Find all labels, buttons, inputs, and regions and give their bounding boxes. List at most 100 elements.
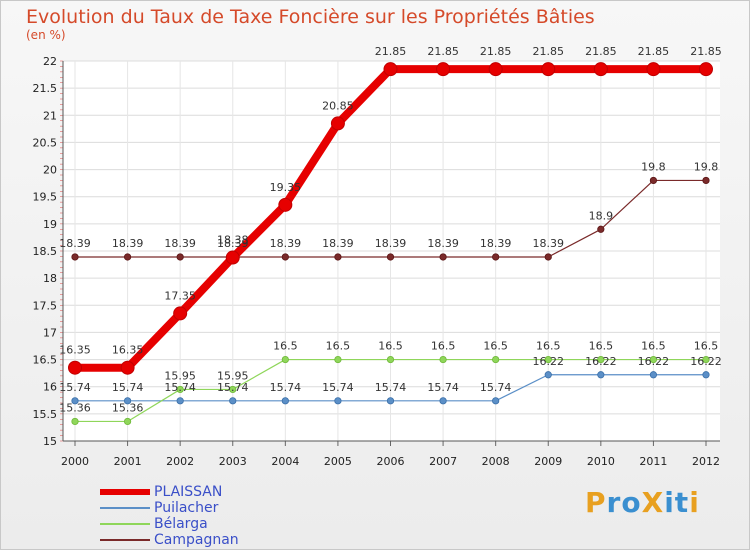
data-label-blarga: 15.36 (112, 401, 144, 414)
x-tick-label: 2001 (114, 455, 142, 468)
data-label-blarga: 16.5 (431, 340, 456, 353)
data-label-puilacher: 16.22 (638, 355, 670, 368)
data-label-campagnan: 19.8 (694, 160, 719, 173)
data-point-campagnan (386, 253, 395, 261)
data-point-campagnan (123, 253, 132, 261)
y-axis-unit: (en %) (26, 28, 66, 42)
data-label-campagnan: 18.39 (112, 237, 144, 250)
legend-swatch (100, 489, 150, 495)
y-tick-label: 17 (43, 326, 57, 339)
data-point-plaissan (330, 116, 345, 131)
data-label-puilacher: 15.74 (59, 381, 91, 394)
data-label-blarga: 16.5 (536, 340, 561, 353)
data-label-blarga: 16.5 (641, 340, 666, 353)
data-point-campagnan (544, 253, 552, 261)
legend-label: Puilacher (154, 500, 219, 516)
data-label-campagnan: 18.39 (217, 237, 249, 250)
data-label-puilacher: 15.74 (270, 381, 302, 394)
data-point-puilacher (281, 397, 289, 405)
x-tick-label: 2009 (534, 455, 562, 468)
data-point-puilacher (544, 371, 552, 379)
data-label-blarga: 15.36 (59, 401, 91, 414)
data-label-plaissan: 18.38 (217, 234, 249, 247)
data-point-blarga (229, 385, 237, 394)
data-point-campagnan (597, 225, 605, 233)
data-point-plaissan (436, 62, 451, 77)
data-point-campagnan (492, 253, 500, 261)
data-label-plaissan: 21.85 (585, 45, 617, 58)
x-tick-label: 2012 (692, 455, 720, 468)
data-label-plaissan: 20.85 (322, 99, 354, 112)
data-point-blarga (281, 355, 289, 364)
x-tick-label: 2008 (482, 455, 510, 468)
data-point-puilacher (439, 397, 447, 405)
x-tick-label: 2003 (219, 455, 247, 468)
data-point-campagnan (71, 253, 79, 261)
data-point-plaissan (646, 62, 661, 77)
data-label-campagnan: 18.39 (480, 237, 512, 250)
data-point-campagnan (334, 253, 342, 261)
data-label-puilacher: 15.74 (164, 381, 196, 394)
data-point-plaissan (173, 306, 188, 321)
data-label-campagnan: 18.39 (270, 237, 302, 250)
data-label-puilacher: 15.74 (375, 381, 407, 394)
data-point-plaissan (593, 62, 608, 77)
data-point-blarga (439, 355, 447, 364)
x-tick-label: 2006 (377, 455, 405, 468)
legend-swatch (100, 539, 150, 541)
y-tick-label: 20.5 (33, 136, 58, 149)
y-tick-label: 18.5 (33, 245, 58, 258)
data-label-puilacher: 15.74 (217, 381, 249, 394)
data-label-puilacher: 16.22 (585, 355, 617, 368)
data-label-campagnan: 18.39 (533, 237, 565, 250)
data-point-plaissan (541, 62, 556, 77)
data-point-blarga (386, 355, 395, 364)
data-label-plaissan: 21.85 (480, 45, 512, 58)
data-point-campagnan (176, 253, 184, 261)
y-tick-label: 21 (43, 109, 57, 122)
legend-label: Bélarga (154, 516, 208, 532)
data-point-blarga (544, 355, 552, 364)
data-point-blarga (334, 355, 342, 364)
x-tick-label: 2004 (271, 455, 299, 468)
y-tick-label: 22 (43, 55, 57, 68)
data-label-blarga: 15.95 (164, 369, 196, 382)
data-point-blarga (176, 385, 184, 394)
data-label-campagnan: 18.39 (59, 237, 91, 250)
y-tick-label: 18 (43, 272, 57, 285)
data-point-campagnan (439, 253, 447, 261)
data-point-campagnan (702, 176, 710, 185)
data-point-blarga (597, 355, 605, 364)
data-label-plaissan: 21.85 (690, 45, 722, 58)
data-label-puilacher: 16.22 (690, 355, 722, 368)
data-label-puilacher: 16.22 (533, 355, 565, 368)
data-point-puilacher (123, 397, 132, 405)
data-label-campagnan: 18.39 (427, 237, 459, 250)
data-label-puilacher: 15.74 (427, 381, 459, 394)
data-point-blarga (123, 417, 132, 426)
data-point-blarga (492, 355, 500, 364)
data-label-blarga: 16.5 (589, 340, 614, 353)
y-tick-label: 19.5 (33, 191, 58, 204)
legend-label: Campagnan (154, 532, 239, 548)
data-label-campagnan: 18.9 (589, 209, 614, 222)
data-point-puilacher (649, 371, 658, 379)
data-point-puilacher (492, 397, 500, 405)
data-label-puilacher: 15.74 (322, 381, 354, 394)
x-tick-label: 2010 (587, 455, 615, 468)
data-point-campagnan (281, 253, 289, 261)
data-point-plaissan (225, 250, 240, 265)
x-tick-label: 2011 (639, 455, 667, 468)
x-tick-label: 2000 (61, 455, 89, 468)
y-tick-label: 16.5 (33, 354, 58, 367)
data-point-puilacher (597, 371, 605, 379)
data-label-plaissan: 21.85 (427, 45, 459, 58)
data-label-blarga: 16.5 (273, 340, 298, 353)
chart-title: Evolution du Taux de Taxe Foncière sur l… (26, 6, 595, 28)
data-point-puilacher (229, 397, 237, 405)
legend-label: PLAISSAN (154, 484, 223, 500)
x-tick-label: 2002 (166, 455, 194, 468)
data-label-puilacher: 15.74 (480, 381, 512, 394)
data-point-blarga (702, 355, 710, 364)
data-point-puilacher (71, 397, 79, 405)
